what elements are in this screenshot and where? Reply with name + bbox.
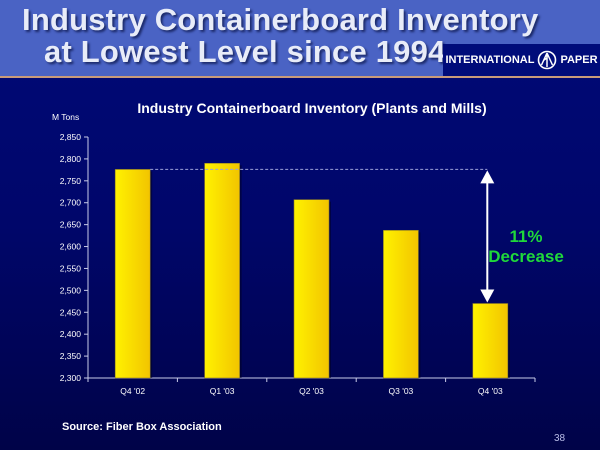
bar (383, 230, 419, 379)
bar (204, 162, 240, 379)
y-tick-label: 2,700 (60, 198, 82, 208)
y-tick-label: 2,350 (60, 351, 82, 361)
x-tick-label: Q2 '03 (299, 386, 324, 396)
company-logo: INTERNATIONAL PAPER (443, 44, 600, 76)
y-axis-label: M Tons (52, 112, 79, 122)
bar (472, 303, 509, 379)
page-number: 38 (554, 433, 566, 444)
y-tick-label: 2,800 (60, 154, 82, 164)
x-tick-label: Q4 '02 (120, 386, 145, 396)
annotation-label: Decrease (488, 247, 564, 266)
y-tick-label: 2,500 (60, 285, 82, 295)
y-tick-label: 2,750 (60, 176, 82, 186)
y-tick-label: 2,450 (60, 307, 82, 317)
source-note: Source: Fiber Box Association (62, 421, 222, 433)
bar (293, 199, 330, 379)
header-divider (0, 76, 600, 78)
x-tick-label: Q1 '03 (210, 386, 235, 396)
arrow-up-head-icon (480, 170, 495, 184)
logo-text-right: PAPER (560, 54, 598, 66)
y-tick-label: 2,600 (60, 242, 82, 252)
slide-title: Industry Containerboard Inventory at Low… (22, 4, 538, 68)
logo-text-left: INTERNATIONAL (445, 54, 535, 66)
x-axis: Q4 '02 Q1 '03 Q2 '03 Q3 '03 Q4 '03 (87, 377, 536, 396)
bars (114, 162, 510, 379)
x-tick-label: Q3 '03 (389, 386, 414, 396)
y-tick-label: 2,850 (60, 132, 82, 142)
y-tick-label: 2,550 (60, 263, 82, 273)
arrow-down-head-icon (480, 289, 495, 303)
logo-tree-icon (538, 50, 557, 70)
decrease-annotation: 11%Decrease (150, 168, 564, 303)
chart-title: Industry Containerboard Inventory (Plant… (137, 100, 486, 116)
y-tick-label: 2,400 (60, 329, 82, 339)
bar (114, 169, 151, 379)
y-tick-label: 2,650 (60, 220, 82, 230)
slide-title-line2: at Lowest Level since 1994 (44, 34, 446, 69)
x-tick-label: Q4 '03 (478, 386, 503, 396)
slide-title-line1: Industry Containerboard Inventory (22, 2, 539, 37)
annotation-percent: 11% (509, 227, 542, 246)
y-axis: 2,300 2,350 2,400 2,450 2,500 2,550 2,600 2,650… (60, 132, 89, 383)
y-tick-label: 2,300 (60, 373, 82, 383)
